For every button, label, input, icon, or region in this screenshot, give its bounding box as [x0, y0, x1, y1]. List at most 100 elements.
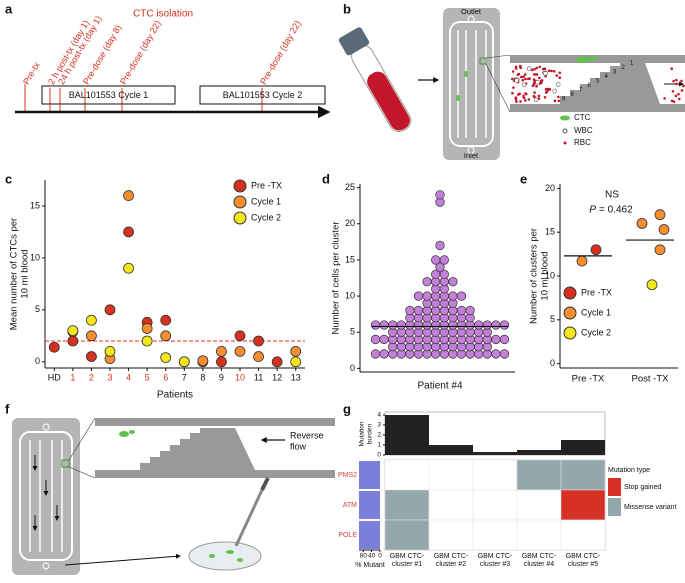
- chip-b: [443, 8, 511, 160]
- panel-letter: b: [343, 1, 351, 16]
- timepoint-label: Pre-dose (day 22): [118, 19, 163, 86]
- wbc: [543, 71, 548, 76]
- rbc: [557, 99, 561, 103]
- stair-label: 6: [588, 83, 592, 89]
- data-point: [654, 209, 666, 221]
- rbc: [520, 75, 523, 79]
- rbc: [674, 94, 678, 98]
- rbc: [514, 67, 518, 70]
- data-point: [435, 240, 445, 251]
- heatmap-cell: [472, 519, 518, 551]
- data-point: [197, 355, 209, 367]
- x-tick-label: 0: [378, 553, 382, 560]
- legend-label: Cycle 2: [581, 327, 611, 337]
- data-point: [290, 345, 302, 357]
- data-point: [636, 218, 648, 229]
- data-point: [422, 291, 432, 301]
- reverse-flow-label: Reverse: [290, 430, 324, 440]
- y-axis-label: burden: [367, 424, 374, 445]
- heatmap-cell: [560, 459, 606, 491]
- data-point: [234, 345, 246, 357]
- timeline-title: CTC isolation: [133, 9, 193, 20]
- rbc: [524, 99, 527, 102]
- y-tick-label: 0: [350, 363, 355, 373]
- y-tick-label: 10: [545, 270, 555, 280]
- rbc: [533, 91, 536, 94]
- data-point: [576, 255, 588, 267]
- rbc: [678, 97, 681, 101]
- y-tick-label: 0: [550, 358, 555, 368]
- heatmap-cell: [428, 519, 474, 551]
- y-tick-label: 5: [35, 304, 40, 314]
- legend-rbc: [563, 141, 567, 145]
- stair-label: 9: [562, 97, 566, 103]
- rbc: [522, 75, 525, 78]
- burden-bar: [473, 452, 517, 455]
- data-point: [431, 255, 441, 265]
- heatmap-cell: [516, 489, 562, 521]
- x-tick-label: 7: [182, 372, 187, 382]
- row-label: POLE: [338, 532, 357, 539]
- data-point: [86, 314, 97, 326]
- data-point: [654, 244, 666, 256]
- row-label: ATM: [343, 502, 357, 509]
- x-tick-label: 3: [107, 372, 112, 382]
- rbc: [672, 79, 675, 83]
- y-tick-label: 15: [345, 254, 355, 264]
- legend-label: Pre -TX: [581, 287, 612, 297]
- legend-label: WBC: [574, 126, 593, 135]
- data-point: [474, 320, 484, 330]
- wbc: [535, 79, 540, 85]
- legend-swatch: [233, 179, 247, 193]
- rbc: [557, 95, 560, 99]
- rbc: [524, 92, 527, 95]
- rbc: [532, 82, 536, 86]
- data-point: [123, 262, 134, 274]
- wbc: [533, 97, 539, 102]
- data-point: [413, 305, 424, 316]
- data-point: [86, 330, 97, 342]
- rbc: [675, 78, 678, 82]
- legend-label: CTC: [574, 113, 591, 122]
- data-point: [658, 224, 670, 235]
- rbc: [558, 76, 562, 79]
- x-tick-label: 4: [126, 372, 131, 382]
- column-label: GBM CTC-cluster #1: [389, 553, 425, 568]
- y-tick-label: 2: [377, 432, 381, 439]
- data-point: [413, 291, 424, 301]
- stair-label: 4: [605, 74, 609, 80]
- rbc: [680, 79, 683, 83]
- timepoint-label: Pre-dose (day 22): [258, 19, 303, 86]
- chip-f: [12, 417, 96, 575]
- rbc: [523, 73, 527, 76]
- data-point: [590, 244, 602, 256]
- data-point: [422, 276, 432, 287]
- heatmap-cell: [384, 519, 430, 551]
- x-axis-label: Patients: [157, 390, 193, 401]
- p-value: = 0.462: [599, 205, 633, 216]
- data-point: [448, 291, 458, 301]
- percent-bar: [359, 521, 380, 549]
- x-tick-label: Pre -TX: [572, 374, 605, 385]
- rbc: [512, 86, 515, 89]
- data-point: [456, 291, 467, 301]
- x-tick-label: 9: [219, 372, 224, 382]
- stair-label: 2: [622, 65, 626, 71]
- panel-letter: c: [5, 171, 12, 186]
- heatmap-cell: [560, 489, 606, 521]
- data-point: [379, 334, 389, 345]
- data-point: [253, 351, 264, 362]
- petri-dish: [64, 477, 270, 571]
- legend-label: Cycle 1: [581, 307, 611, 317]
- rbc: [532, 78, 536, 81]
- heatmap-cell: [472, 459, 518, 491]
- stair-label: 3: [613, 70, 617, 76]
- data-point: [370, 320, 381, 330]
- y-tick-label: 25: [345, 182, 355, 192]
- rbc: [543, 96, 547, 99]
- data-point: [482, 320, 492, 330]
- rbc: [672, 100, 676, 103]
- rbc: [675, 82, 678, 86]
- heatmap-cell: [560, 519, 606, 551]
- reverse-flow-label: flow: [290, 441, 307, 451]
